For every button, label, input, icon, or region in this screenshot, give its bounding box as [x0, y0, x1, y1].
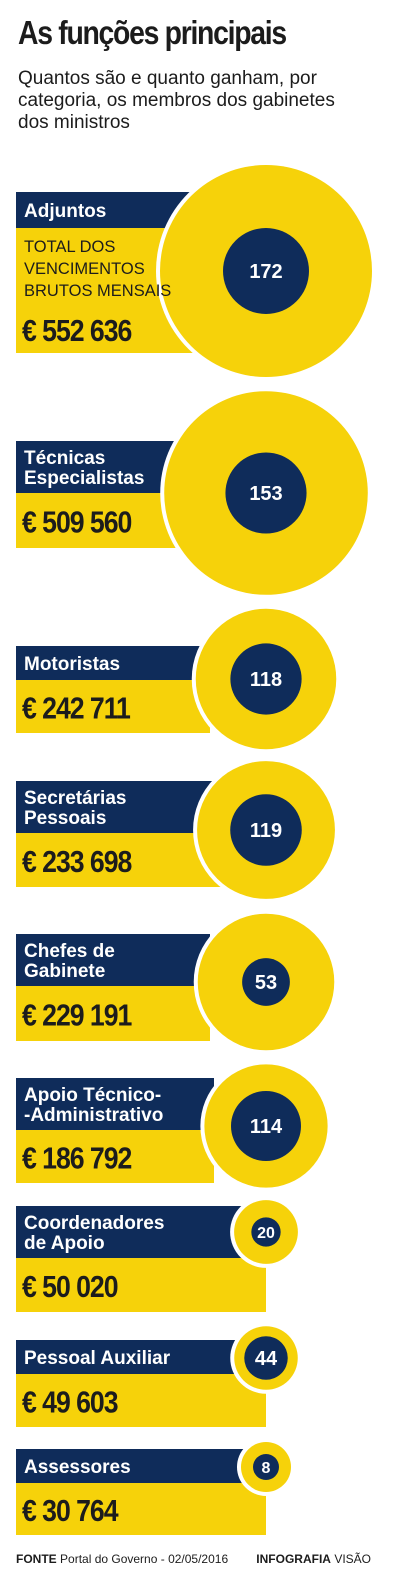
amount-bar [16, 833, 224, 887]
amount-label: € 509 560 [22, 506, 131, 540]
credit-text: VISÃO [334, 1552, 371, 1566]
category-label: Coordenadores [24, 1213, 164, 1234]
count-circle [230, 643, 302, 715]
category-label: Adjuntos [24, 201, 106, 222]
count-label: 172 [249, 261, 282, 283]
chart-subtitle: Quantos são e quanto ganham, por categor… [18, 68, 335, 133]
amount-note: BRUTOS MENSAIS [24, 282, 171, 300]
category-label: Chefes de [24, 941, 115, 962]
category-label: Secretárias [24, 788, 126, 809]
amount-label: € 186 792 [22, 1142, 131, 1176]
category-label: Técnicas [24, 448, 105, 469]
count-label: 44 [255, 1348, 278, 1370]
amount-bar [16, 680, 210, 733]
amount-note: TOTAL DOS [24, 238, 115, 256]
amount-bar [16, 1374, 266, 1427]
count-circle [242, 958, 290, 1006]
count-circle [251, 1217, 281, 1247]
amount-note: VENCIMENTOS [24, 260, 145, 278]
category-label: Motoristas [24, 654, 120, 675]
credit: INFOGRAFIA VISÃO [256, 1552, 371, 1566]
amount-label: € 233 698 [22, 845, 132, 879]
source-key: FONTE [16, 1552, 57, 1566]
category-label: -Administrativo [24, 1105, 163, 1126]
count-label: 153 [249, 483, 282, 505]
source-text: Portal do Governo - 02/05/2016 [60, 1552, 229, 1566]
amount-bar [16, 986, 210, 1041]
amount-label: € 49 603 [22, 1386, 118, 1420]
amount-label: € 30 764 [22, 1494, 118, 1528]
category-label: Pessoal Auxiliar [24, 1348, 171, 1369]
count-label: 119 [250, 820, 282, 842]
amount-label: € 229 191 [22, 999, 132, 1033]
amount-bar [16, 1483, 266, 1535]
category-band [16, 1078, 214, 1130]
amount-label: € 242 711 [22, 692, 131, 726]
count-circle [223, 228, 309, 314]
amount-label: € 50 020 [22, 1270, 118, 1304]
count-circle [244, 1336, 288, 1380]
amount-bar [16, 1258, 266, 1312]
category-band [16, 441, 180, 493]
category-label: Pessoais [24, 808, 106, 829]
category-band [16, 1206, 266, 1258]
count-label: 53 [255, 972, 277, 994]
count-label: 8 [262, 1460, 271, 1477]
amount-label: € 552 636 [22, 314, 132, 348]
category-band [16, 646, 210, 680]
category-label: Assessores [24, 1457, 131, 1478]
count-label: 20 [257, 1225, 275, 1242]
count-circle [230, 1090, 302, 1162]
count-circle [230, 794, 302, 866]
count-circle [225, 452, 307, 534]
amount-bar [16, 493, 180, 548]
category-band [16, 781, 224, 833]
count-label: 114 [250, 1116, 283, 1138]
category-band [16, 192, 196, 228]
count-circle [253, 1454, 279, 1480]
category-label: Gabinete [24, 961, 105, 982]
credit-key: INFOGRAFIA [256, 1552, 331, 1566]
category-band [16, 1449, 266, 1483]
category-label: de Apoio [24, 1233, 105, 1254]
category-band [16, 1340, 266, 1374]
count-label: 118 [250, 669, 282, 691]
category-label: Apoio Técnico- [24, 1085, 161, 1106]
category-band [16, 934, 210, 986]
chart-title: As funções principais [18, 14, 287, 51]
footer: FONTE Portal do Governo - 02/05/2016 INF… [16, 1552, 371, 1566]
amount-bar [16, 1130, 214, 1183]
category-label: Especialistas [24, 468, 144, 489]
